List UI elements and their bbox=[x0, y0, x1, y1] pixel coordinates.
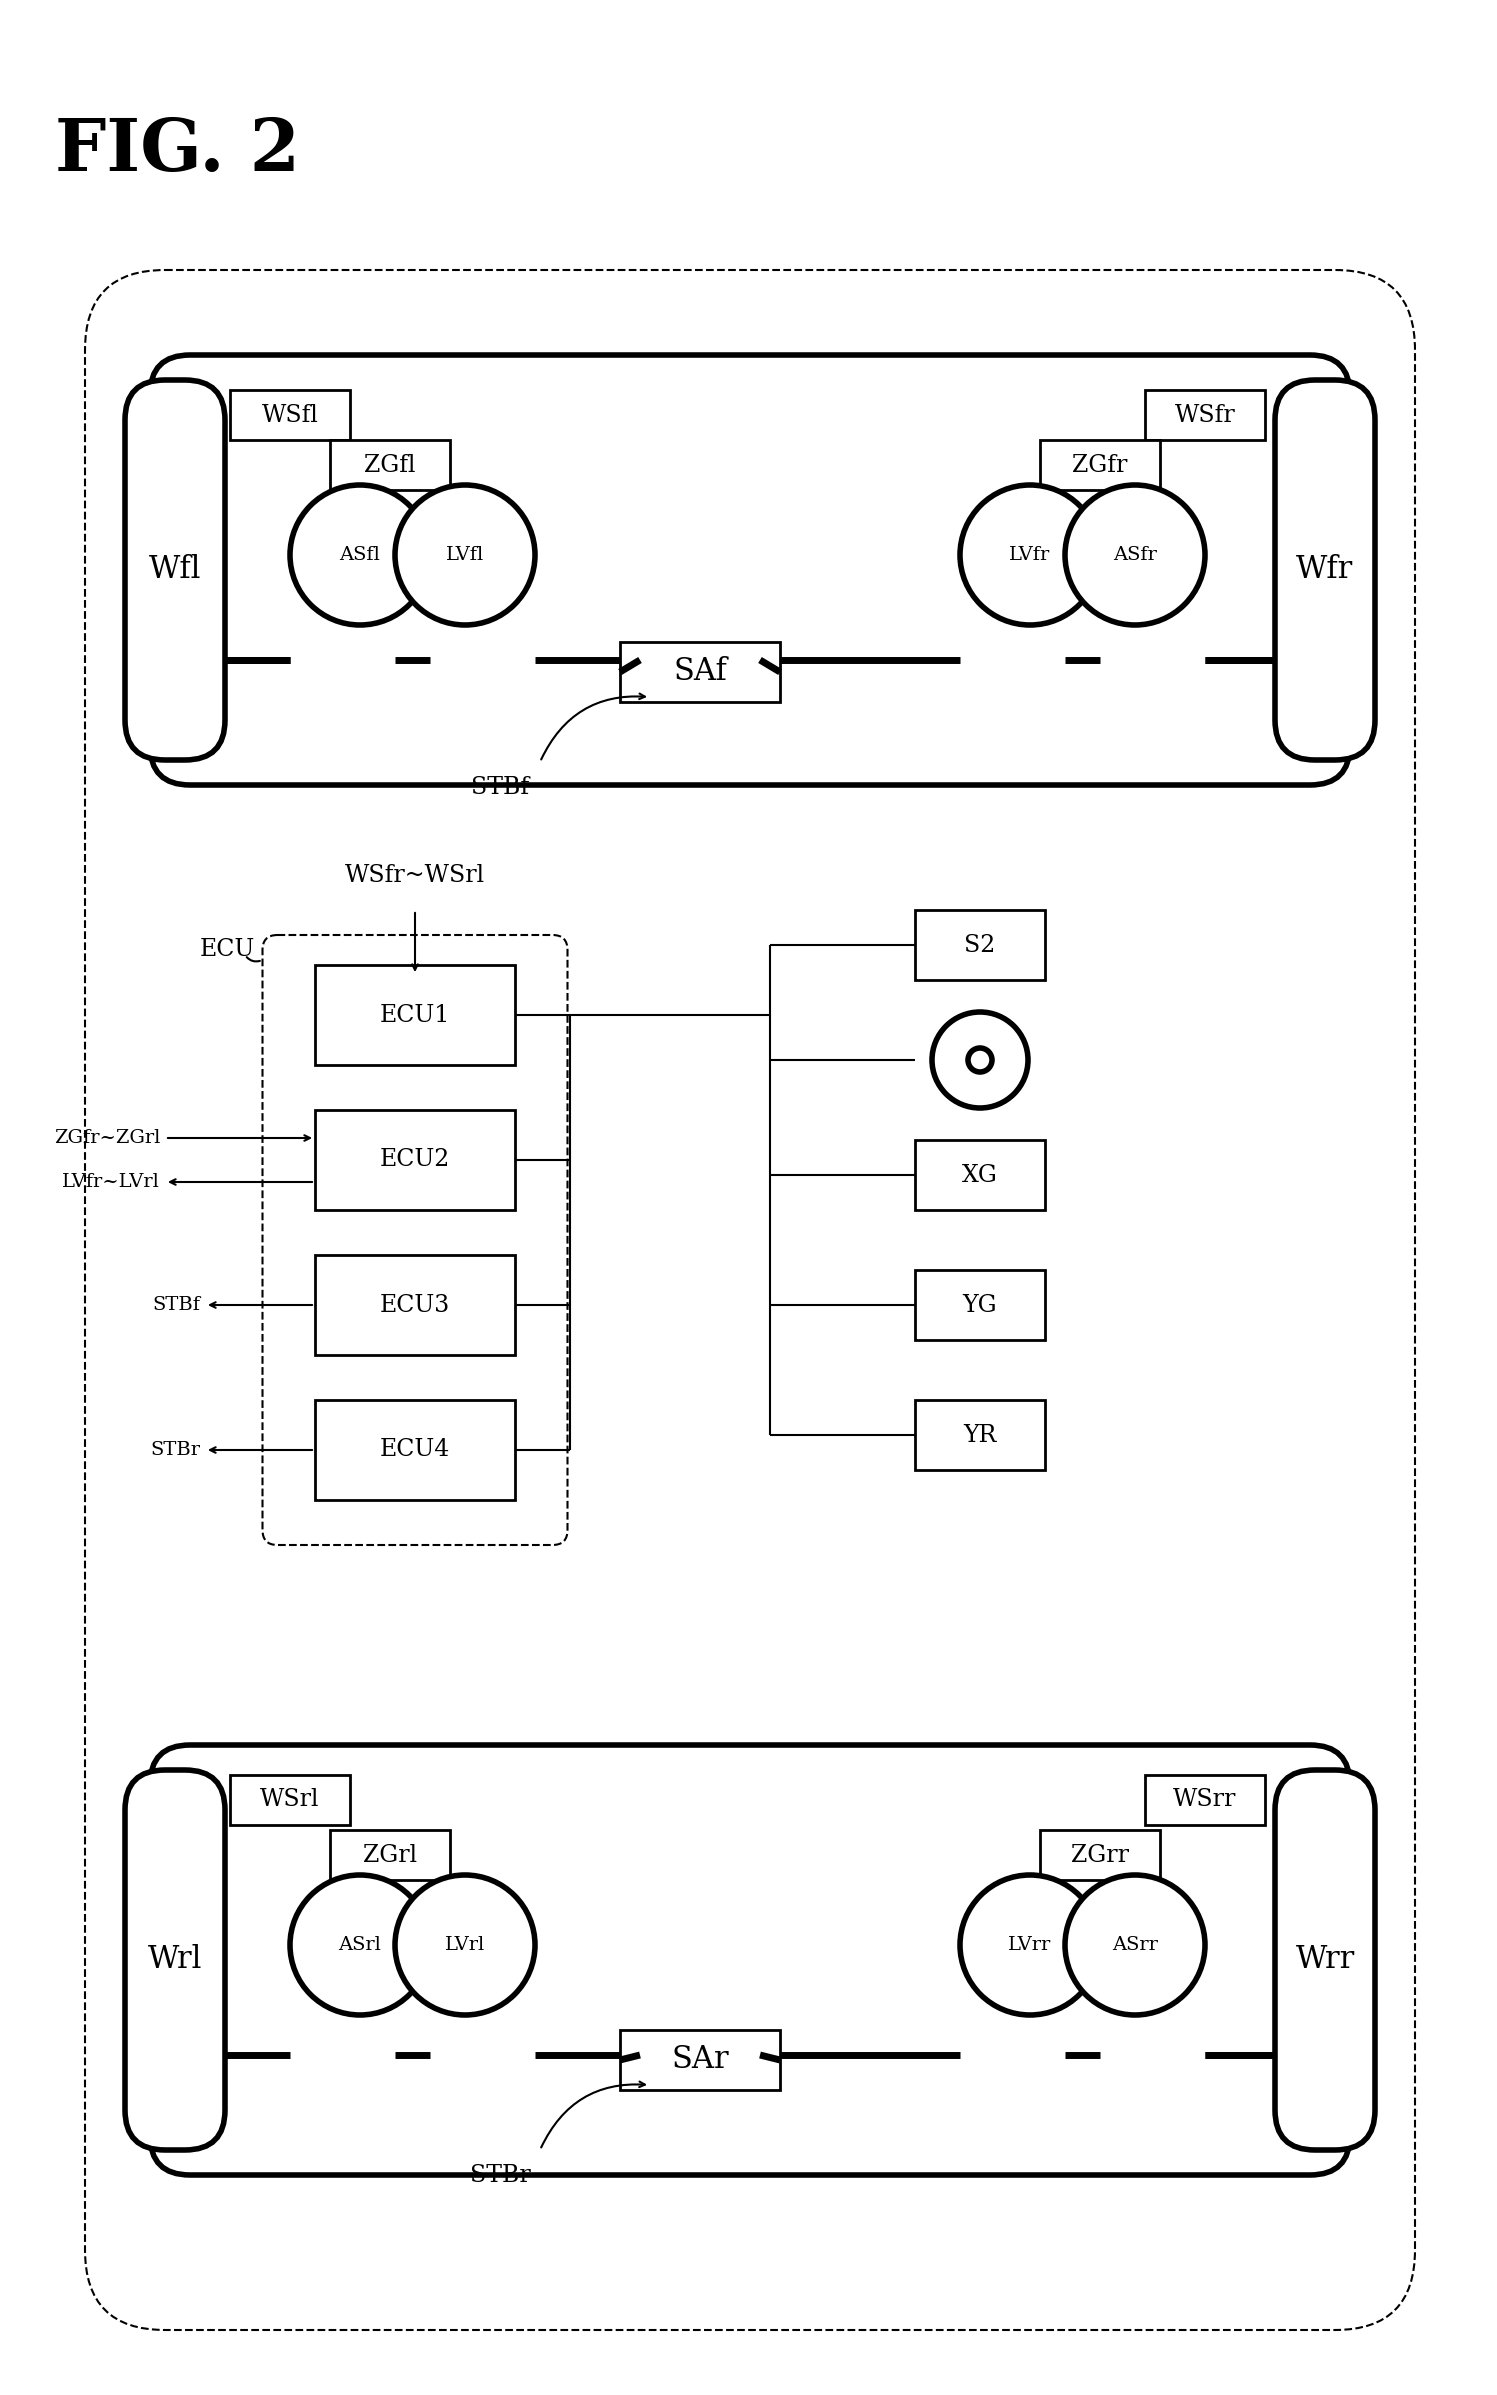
Text: SAr: SAr bbox=[671, 2045, 729, 2076]
FancyBboxPatch shape bbox=[620, 2031, 780, 2091]
Text: FIG. 2: FIG. 2 bbox=[55, 115, 299, 187]
Text: SAf: SAf bbox=[674, 656, 728, 687]
Circle shape bbox=[395, 486, 534, 625]
Text: WSfr~WSrl: WSfr~WSrl bbox=[344, 865, 485, 886]
Circle shape bbox=[933, 1013, 1028, 1109]
Text: ASfr: ASfr bbox=[1114, 546, 1157, 563]
Text: YG: YG bbox=[963, 1293, 997, 1317]
Text: LVfr~LVrl: LVfr~LVrl bbox=[61, 1174, 160, 1190]
Text: LVfr: LVfr bbox=[1009, 546, 1051, 563]
Circle shape bbox=[969, 1049, 993, 1073]
Text: WSrr: WSrr bbox=[1174, 1789, 1237, 1811]
Text: ZGrr: ZGrr bbox=[1070, 1844, 1129, 1866]
FancyBboxPatch shape bbox=[1145, 1775, 1265, 1825]
FancyBboxPatch shape bbox=[1040, 1830, 1160, 1880]
Text: Wfl: Wfl bbox=[148, 556, 201, 584]
FancyBboxPatch shape bbox=[150, 354, 1350, 786]
Text: ECU1: ECU1 bbox=[380, 1004, 451, 1027]
Text: ZGfr: ZGfr bbox=[1072, 453, 1127, 477]
FancyBboxPatch shape bbox=[85, 271, 1415, 2330]
Text: WSfr: WSfr bbox=[1175, 402, 1235, 426]
FancyBboxPatch shape bbox=[329, 1830, 451, 1880]
Circle shape bbox=[960, 1875, 1100, 2014]
Text: LVrr: LVrr bbox=[1009, 1935, 1051, 1954]
Text: ECU3: ECU3 bbox=[380, 1293, 451, 1317]
Text: ZGfl: ZGfl bbox=[364, 453, 416, 477]
Text: ASrl: ASrl bbox=[338, 1935, 382, 1954]
Text: LVfl: LVfl bbox=[446, 546, 484, 563]
Text: ZGfr~ZGrl: ZGfr~ZGrl bbox=[54, 1128, 160, 1147]
Text: ZGrl: ZGrl bbox=[362, 1844, 418, 1866]
Circle shape bbox=[1064, 486, 1205, 625]
Circle shape bbox=[960, 486, 1100, 625]
FancyBboxPatch shape bbox=[126, 1770, 225, 2151]
Text: Wrr: Wrr bbox=[1295, 1945, 1355, 1976]
FancyBboxPatch shape bbox=[126, 381, 225, 759]
FancyBboxPatch shape bbox=[915, 1269, 1045, 1339]
FancyBboxPatch shape bbox=[1275, 1770, 1376, 2151]
FancyBboxPatch shape bbox=[314, 1255, 515, 1356]
Text: YR: YR bbox=[963, 1423, 997, 1447]
Circle shape bbox=[395, 1875, 534, 2014]
Text: ASfl: ASfl bbox=[340, 546, 380, 563]
Circle shape bbox=[290, 486, 430, 625]
FancyBboxPatch shape bbox=[231, 390, 350, 441]
Circle shape bbox=[290, 1875, 430, 2014]
Circle shape bbox=[1064, 1875, 1205, 2014]
FancyBboxPatch shape bbox=[314, 965, 515, 1066]
FancyBboxPatch shape bbox=[262, 934, 567, 1545]
Text: XG: XG bbox=[963, 1164, 998, 1186]
Text: LVrl: LVrl bbox=[445, 1935, 485, 1954]
FancyBboxPatch shape bbox=[314, 1401, 515, 1499]
Text: ECU: ECU bbox=[201, 939, 256, 960]
Text: S2: S2 bbox=[964, 934, 996, 956]
Text: ECU2: ECU2 bbox=[380, 1150, 451, 1171]
Text: STBr: STBr bbox=[150, 1442, 201, 1459]
Text: ECU4: ECU4 bbox=[380, 1439, 451, 1461]
Text: ASrr: ASrr bbox=[1112, 1935, 1159, 1954]
Text: WSfl: WSfl bbox=[262, 402, 319, 426]
FancyBboxPatch shape bbox=[915, 1401, 1045, 1471]
FancyBboxPatch shape bbox=[314, 1109, 515, 1209]
Text: STBr: STBr bbox=[470, 2163, 530, 2187]
FancyBboxPatch shape bbox=[1040, 441, 1160, 491]
FancyBboxPatch shape bbox=[620, 642, 780, 702]
Text: STBf: STBf bbox=[153, 1296, 201, 1315]
FancyBboxPatch shape bbox=[915, 910, 1045, 980]
Text: WSrl: WSrl bbox=[260, 1789, 320, 1811]
Text: STBf: STBf bbox=[472, 776, 528, 798]
Text: Wrl: Wrl bbox=[148, 1945, 202, 1976]
FancyBboxPatch shape bbox=[1145, 390, 1265, 441]
FancyBboxPatch shape bbox=[1275, 381, 1376, 759]
FancyBboxPatch shape bbox=[231, 1775, 350, 1825]
FancyBboxPatch shape bbox=[915, 1140, 1045, 1209]
Text: Wfr: Wfr bbox=[1296, 556, 1353, 584]
FancyBboxPatch shape bbox=[150, 1746, 1350, 2175]
FancyBboxPatch shape bbox=[329, 441, 451, 491]
